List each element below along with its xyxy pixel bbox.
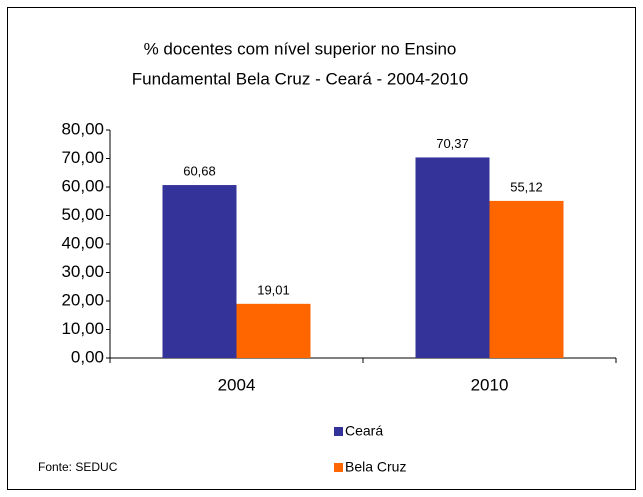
y-tick-label: 70,00: [61, 148, 104, 167]
chart-title: % docentes com nível superior no Ensino: [144, 39, 457, 58]
bar: [236, 303, 311, 358]
y-tick-label: 10,00: [61, 319, 104, 338]
legend-swatch: [334, 427, 343, 436]
y-tick-label: 60,00: [61, 176, 104, 195]
y-tick-label: 80,00: [61, 119, 104, 138]
y-tick-label: 0,00: [71, 347, 104, 366]
y-tick-label: 50,00: [61, 205, 104, 224]
chart-title: Fundamental Bela Cruz - Ceará - 2004-201…: [132, 69, 468, 88]
source-note: Fonte: SEDUC: [38, 460, 118, 474]
data-label: 55,12: [510, 179, 543, 194]
bar: [489, 200, 564, 358]
x-tick-label: 2004: [218, 375, 256, 394]
y-tick-label: 20,00: [61, 290, 104, 309]
x-tick-label: 2010: [471, 375, 509, 394]
legend-label: Bela Cruz: [345, 459, 406, 475]
bar: [415, 157, 490, 358]
y-tick-label: 30,00: [61, 262, 104, 281]
bar: [162, 185, 237, 358]
legend-label: Ceará: [345, 423, 383, 439]
data-label: 19,01: [257, 282, 290, 297]
legend-swatch: [334, 463, 343, 472]
data-label: 60,68: [183, 163, 216, 178]
y-tick-label: 40,00: [61, 233, 104, 252]
data-label: 70,37: [436, 136, 469, 151]
